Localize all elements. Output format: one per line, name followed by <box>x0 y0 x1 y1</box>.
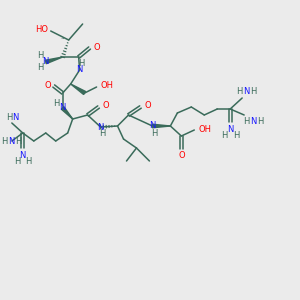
Text: H: H <box>14 158 20 166</box>
Polygon shape <box>45 57 63 64</box>
Text: H: H <box>6 112 12 122</box>
Text: OH: OH <box>198 124 211 134</box>
Text: O: O <box>178 152 185 160</box>
Text: N: N <box>149 122 156 130</box>
Text: H: H <box>221 131 227 140</box>
Text: N: N <box>98 122 104 131</box>
Text: H: H <box>53 100 60 109</box>
Text: N: N <box>43 58 49 67</box>
Text: N: N <box>227 124 233 134</box>
Text: O: O <box>103 101 109 110</box>
Text: N: N <box>59 103 66 112</box>
Text: O: O <box>44 80 51 89</box>
Text: N: N <box>8 136 14 146</box>
Text: O: O <box>144 101 151 110</box>
Text: N: N <box>250 116 256 125</box>
Polygon shape <box>61 107 73 119</box>
Text: H: H <box>38 64 44 73</box>
Text: H: H <box>26 158 32 166</box>
Text: H: H <box>151 128 158 137</box>
Text: H: H <box>15 136 21 146</box>
Text: H: H <box>78 59 85 68</box>
Text: OH: OH <box>100 82 114 91</box>
Text: H: H <box>243 116 249 125</box>
Text: H: H <box>38 52 44 61</box>
Polygon shape <box>71 84 86 94</box>
Polygon shape <box>152 124 170 128</box>
Text: H: H <box>1 136 7 146</box>
Text: HO: HO <box>35 26 48 34</box>
Text: N: N <box>20 151 26 160</box>
Text: N: N <box>76 65 83 74</box>
Text: H: H <box>236 88 242 97</box>
Text: H: H <box>233 131 239 140</box>
Text: H: H <box>257 116 263 125</box>
Text: O: O <box>94 44 100 52</box>
Text: ...: ... <box>60 34 67 40</box>
Text: N: N <box>12 112 18 122</box>
Text: H: H <box>99 130 106 139</box>
Text: H: H <box>250 88 256 97</box>
Text: N: N <box>243 88 249 97</box>
